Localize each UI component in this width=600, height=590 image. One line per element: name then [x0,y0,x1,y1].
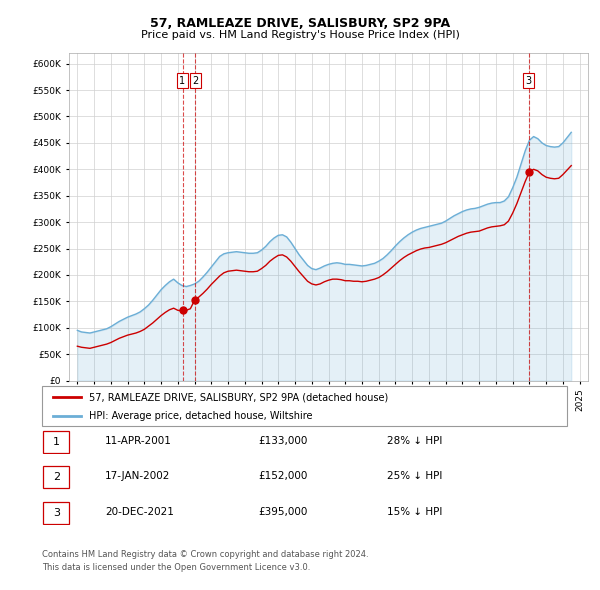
FancyBboxPatch shape [43,431,70,453]
Text: 1: 1 [179,76,185,86]
Text: 57, RAMLEAZE DRIVE, SALISBURY, SP2 9PA (detached house): 57, RAMLEAZE DRIVE, SALISBURY, SP2 9PA (… [89,392,389,402]
Text: 11-APR-2001: 11-APR-2001 [105,436,172,445]
Text: 3: 3 [526,76,532,86]
Text: This data is licensed under the Open Government Licence v3.0.: This data is licensed under the Open Gov… [42,563,310,572]
Text: 25% ↓ HPI: 25% ↓ HPI [387,471,442,481]
Text: 1: 1 [53,437,60,447]
Text: 20-DEC-2021: 20-DEC-2021 [105,507,174,516]
Text: £152,000: £152,000 [258,471,307,481]
Text: HPI: Average price, detached house, Wiltshire: HPI: Average price, detached house, Wilt… [89,411,313,421]
Text: 15% ↓ HPI: 15% ↓ HPI [387,507,442,516]
Text: 3: 3 [53,508,60,517]
Text: 2: 2 [192,76,199,86]
Text: 2: 2 [53,473,60,482]
FancyBboxPatch shape [43,466,70,489]
Text: £133,000: £133,000 [258,436,307,445]
Text: 17-JAN-2002: 17-JAN-2002 [105,471,170,481]
FancyBboxPatch shape [43,502,70,524]
Text: 28% ↓ HPI: 28% ↓ HPI [387,436,442,445]
Text: Price paid vs. HM Land Registry's House Price Index (HPI): Price paid vs. HM Land Registry's House … [140,30,460,40]
Text: 57, RAMLEAZE DRIVE, SALISBURY, SP2 9PA: 57, RAMLEAZE DRIVE, SALISBURY, SP2 9PA [150,17,450,30]
Text: Contains HM Land Registry data © Crown copyright and database right 2024.: Contains HM Land Registry data © Crown c… [42,550,368,559]
FancyBboxPatch shape [42,386,567,426]
Text: £395,000: £395,000 [258,507,307,516]
